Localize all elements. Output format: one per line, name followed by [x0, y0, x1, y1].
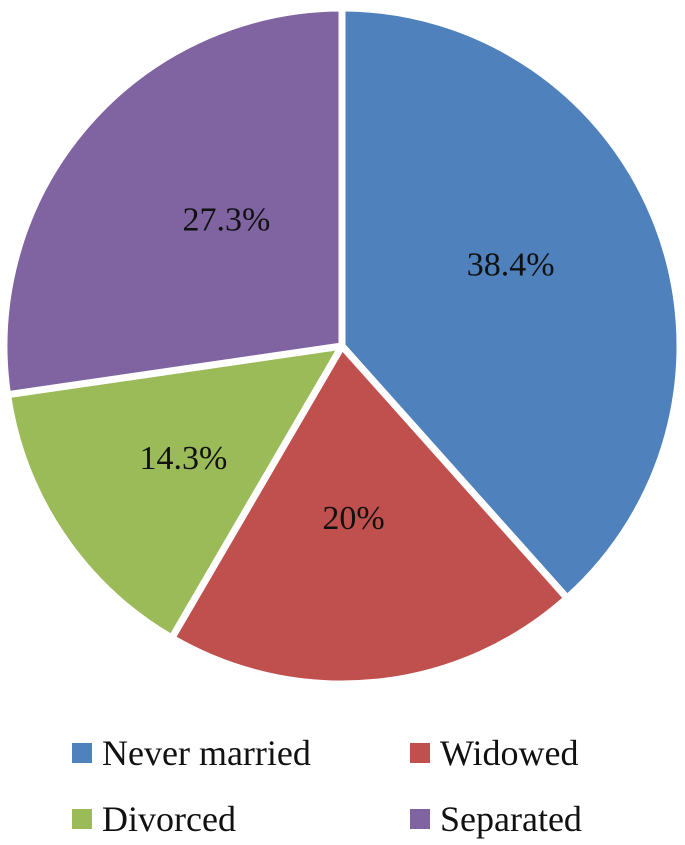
legend: Never married Widowed Divorced Separated: [0, 722, 685, 842]
pie-slice-divorced: [4, 342, 346, 642]
pie-label-divorced: 14.3%: [140, 440, 228, 477]
legend-swatch-divorced: [72, 809, 92, 829]
pie-slice-separated: [0, 4, 346, 399]
legend-label-never-married: Never married: [102, 733, 311, 773]
pie-chart: 38.4% 20% 14.3% 27.3%: [0, 4, 684, 688]
pie-label-widowed: 20%: [322, 500, 384, 537]
pie-labels: 38.4% 20% 14.3% 27.3%: [140, 201, 555, 537]
legend-swatch-never-married: [72, 743, 92, 763]
pie-slices: [0, 4, 684, 688]
pie-slice-never-married: [338, 4, 684, 602]
legend-item-widowed: Widowed: [410, 728, 579, 778]
legend-label-widowed: Widowed: [440, 733, 579, 773]
pie-label-separated: 27.3%: [183, 201, 271, 238]
legend-item-divorced: Divorced: [72, 794, 236, 844]
legend-item-separated: Separated: [410, 794, 582, 844]
legend-swatch-separated: [410, 809, 430, 829]
legend-item-never-married: Never married: [72, 728, 311, 778]
legend-label-divorced: Divorced: [102, 799, 236, 839]
pie-label-never-married: 38.4%: [467, 247, 555, 284]
legend-label-separated: Separated: [440, 799, 582, 839]
pie-slice-widowed: [168, 342, 571, 688]
legend-swatch-widowed: [410, 743, 430, 763]
